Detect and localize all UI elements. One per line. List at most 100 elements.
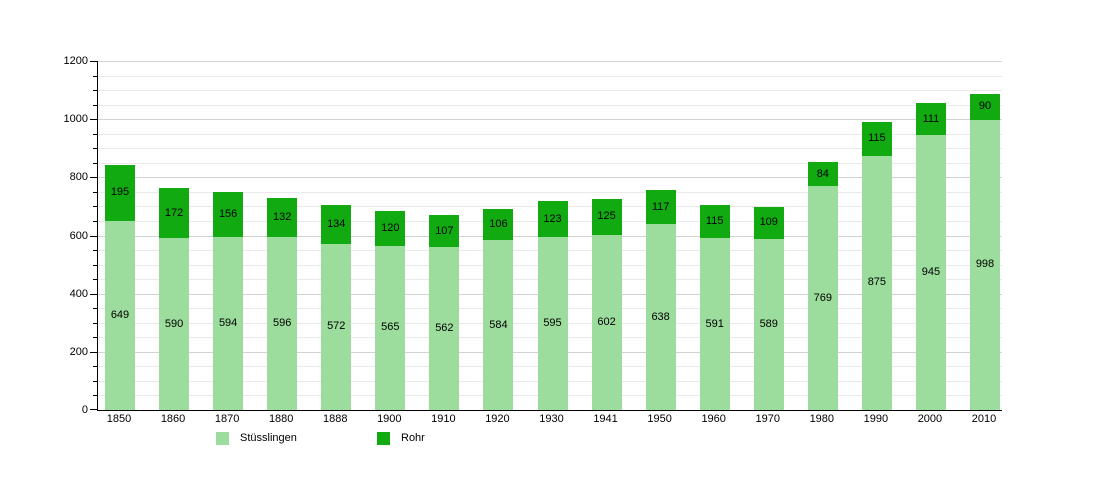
major-gridline bbox=[98, 119, 1002, 121]
legend-label-stuesslingen: Stüsslingen bbox=[240, 432, 297, 444]
legend-label-rohr: Rohr bbox=[401, 432, 425, 444]
minor-gridline bbox=[98, 75, 1002, 77]
y-axis-tick bbox=[93, 133, 97, 135]
legend-item-stuesslingen: Stüsslingen bbox=[216, 431, 297, 445]
bar-segment-rohr: 117 bbox=[645, 190, 676, 225]
bar-segment-rohr: 156 bbox=[213, 191, 244, 238]
y-axis-label: 200 bbox=[69, 345, 88, 358]
bar-value-label: 120 bbox=[381, 221, 400, 234]
bar-value-label: 115 bbox=[705, 214, 724, 227]
bar-value-label: 90 bbox=[978, 100, 992, 113]
bar-segment-rohr: 134 bbox=[321, 204, 352, 244]
bar-segment-stuesslingen: 594 bbox=[213, 237, 244, 410]
x-axis-label: 1960 bbox=[701, 413, 726, 425]
bar-segment-stuesslingen: 589 bbox=[753, 238, 784, 410]
bar-segment-rohr: 109 bbox=[753, 207, 784, 239]
x-axis-label: 1930 bbox=[539, 413, 564, 425]
minor-gridline bbox=[98, 162, 1002, 164]
y-axis-tick bbox=[93, 395, 97, 397]
bar-segment-rohr: 132 bbox=[267, 198, 298, 237]
y-axis-tick bbox=[93, 162, 97, 164]
y-axis-tick bbox=[90, 177, 97, 179]
bar-value-label: 172 bbox=[164, 206, 184, 219]
bar-segment-stuesslingen: 590 bbox=[159, 238, 190, 410]
bar-segment-rohr: 115 bbox=[861, 122, 892, 156]
bar-value-label: 945 bbox=[921, 266, 941, 279]
y-axis-label: 1200 bbox=[63, 55, 88, 67]
bar-value-label: 590 bbox=[164, 317, 184, 330]
y-axis-tick bbox=[93, 148, 97, 150]
y-axis-tick bbox=[90, 293, 97, 295]
x-axis-label: 1980 bbox=[809, 413, 835, 425]
y-axis-label: 1000 bbox=[63, 113, 88, 126]
bar-segment-stuesslingen: 945 bbox=[915, 135, 946, 410]
bar-value-label: 115 bbox=[868, 132, 886, 145]
minor-gridline bbox=[98, 90, 1002, 92]
bar-value-label: 106 bbox=[489, 218, 508, 231]
y-axis-tick bbox=[93, 220, 97, 222]
bar-value-label: 602 bbox=[597, 315, 616, 328]
y-axis-tick bbox=[90, 119, 97, 121]
bar-value-label: 584 bbox=[489, 318, 508, 331]
bar-segment-stuesslingen: 602 bbox=[591, 234, 622, 410]
bar-segment-stuesslingen: 584 bbox=[483, 240, 514, 410]
y-axis-label: 400 bbox=[69, 287, 88, 300]
bar-segment-rohr: 125 bbox=[591, 198, 622, 235]
bar-segment-rohr: 90 bbox=[970, 93, 1000, 120]
y-axis-tick bbox=[93, 206, 97, 208]
bar-value-label: 156 bbox=[218, 208, 238, 221]
y-axis-tick bbox=[93, 322, 97, 324]
bar-value-label: 117 bbox=[651, 200, 670, 213]
bar-value-label: 594 bbox=[218, 317, 238, 330]
bar-segment-stuesslingen: 875 bbox=[861, 155, 892, 410]
bar-value-label: 132 bbox=[273, 210, 292, 223]
x-axis-label: 1910 bbox=[431, 413, 456, 425]
bar-segment-rohr: 120 bbox=[375, 210, 406, 246]
bar-segment-stuesslingen: 565 bbox=[375, 245, 406, 410]
major-gridline bbox=[98, 61, 1002, 62]
bar-value-label: 572 bbox=[327, 320, 346, 333]
bar-value-label: 875 bbox=[867, 276, 887, 289]
bar-segment-stuesslingen: 998 bbox=[970, 119, 1000, 410]
major-gridline bbox=[98, 177, 1002, 179]
minor-gridline bbox=[98, 104, 1002, 106]
y-axis-label: 600 bbox=[69, 229, 88, 242]
plot-area: 649 195 590 172 594 156 596 132 572 134 565 120 562 1… bbox=[90, 61, 1002, 411]
x-axis-label: 1850 bbox=[106, 413, 132, 425]
bar-segment-rohr: 123 bbox=[537, 201, 568, 237]
x-axis-label: 1880 bbox=[268, 413, 294, 425]
bar-value-label: 565 bbox=[381, 321, 400, 334]
y-axis-tick bbox=[90, 235, 97, 237]
y-axis-tick bbox=[90, 409, 97, 410]
y-axis-tick bbox=[93, 264, 97, 266]
bar-segment-rohr: 115 bbox=[699, 204, 730, 239]
bar-segment-stuesslingen: 562 bbox=[429, 246, 460, 410]
y-axis-tick bbox=[93, 337, 97, 339]
bar-value-label: 109 bbox=[759, 216, 778, 229]
y-axis-tick bbox=[93, 380, 97, 382]
bar-value-label: 125 bbox=[597, 210, 616, 223]
bar-value-label: 107 bbox=[435, 224, 454, 237]
y-axis-label: 800 bbox=[69, 171, 88, 184]
bar-value-label: 649 bbox=[110, 309, 130, 322]
x-axis-label: 1941 bbox=[593, 413, 618, 425]
bar-segment-rohr: 195 bbox=[105, 164, 135, 222]
bar-value-label: 596 bbox=[273, 316, 292, 329]
bar-segment-stuesslingen: 769 bbox=[807, 186, 838, 410]
bar-segment-stuesslingen: 572 bbox=[321, 243, 352, 410]
bar-segment-stuesslingen: 649 bbox=[105, 221, 135, 410]
minor-gridline bbox=[98, 148, 1002, 150]
bar-value-label: 562 bbox=[435, 321, 454, 334]
y-axis-tick bbox=[93, 191, 97, 193]
bar-value-label: 769 bbox=[813, 291, 832, 304]
legend-swatch-stuesslingen bbox=[216, 431, 229, 445]
legend-item-rohr: Rohr bbox=[377, 431, 425, 445]
y-axis-label: 0 bbox=[81, 404, 88, 416]
x-axis-label: 1990 bbox=[863, 413, 889, 425]
x-axis-label: 1900 bbox=[377, 413, 402, 425]
bar-value-label: 134 bbox=[327, 217, 346, 230]
y-axis-tick bbox=[93, 250, 97, 252]
bar-segment-stuesslingen: 596 bbox=[267, 236, 298, 410]
bar-segment-stuesslingen: 591 bbox=[699, 238, 730, 410]
